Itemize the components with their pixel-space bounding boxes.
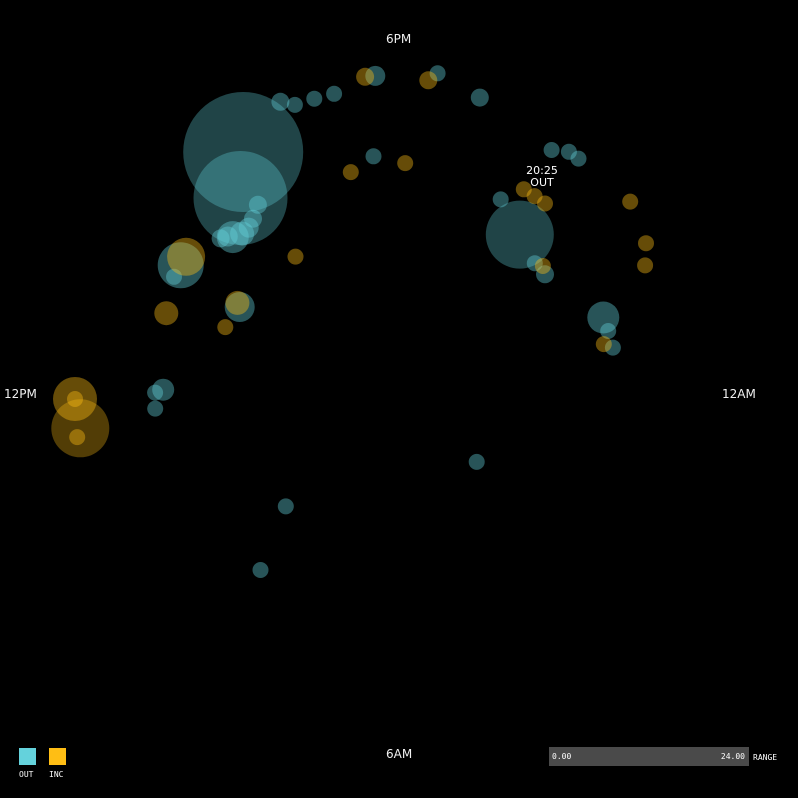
out-bubble-31[interactable] [147,385,163,401]
range-slider[interactable]: 0.00 24.00 [549,747,749,766]
out-bubble-13[interactable] [287,97,303,113]
inc-bubble-12[interactable] [288,249,304,265]
legend-swatch-inc[interactable] [49,748,66,765]
out-bubble-14[interactable] [306,91,322,107]
inc-bubble-10[interactable] [537,196,553,212]
out-bubble-22[interactable] [571,151,587,167]
out-bubble-20[interactable] [544,142,560,158]
inc-bubble-14[interactable] [217,319,233,335]
out-bubble-35[interactable] [469,454,485,470]
hour-label-12am: 12AM [722,387,756,401]
inc-bubble-13[interactable] [225,291,249,315]
inc-bubble-6[interactable] [637,257,653,273]
inc-bubble-20[interactable] [69,429,85,445]
bubble-layer [51,65,654,578]
inc-bubble-7[interactable] [596,336,612,352]
inc-bubble-2[interactable] [397,155,413,171]
legend-swatch-out[interactable] [19,748,36,765]
hour-label-6pm: 6PM [386,32,411,46]
out-bubble-34[interactable] [253,562,269,578]
inc-bubble-11[interactable] [535,258,551,274]
out-bubble-17[interactable] [366,148,382,164]
inc-bubble-15[interactable] [154,301,178,325]
legend-label-inc: INC [49,770,63,779]
out-bubble-32[interactable] [147,401,163,417]
range-label: RANGE [753,753,777,762]
inc-bubble-18[interactable] [51,399,109,457]
range-min-value: 0.00 [552,752,571,761]
inc-bubble-16[interactable] [167,238,205,276]
inc-bubble-5[interactable] [638,235,654,251]
inc-bubble-0[interactable] [356,68,374,86]
inc-bubble-4[interactable] [622,194,638,210]
out-bubble-15[interactable] [326,86,342,102]
inc-bubble-1[interactable] [419,71,437,89]
inc-bubble-3[interactable] [343,164,359,180]
out-bubble-19[interactable] [471,89,489,107]
range-max-value: 24.00 [721,752,745,761]
legend-label-out: OUT [19,770,33,779]
out-bubble-24[interactable] [493,191,509,207]
hour-label-6am: 6AM [386,747,412,761]
inc-bubble-19[interactable] [67,391,83,407]
out-bubble-12[interactable] [271,93,289,111]
hour-label-12pm: 12PM [4,387,37,401]
out-bubble-8[interactable] [212,229,230,247]
hover-type-label: OUT [522,177,562,189]
out-bubble-33[interactable] [278,498,294,514]
